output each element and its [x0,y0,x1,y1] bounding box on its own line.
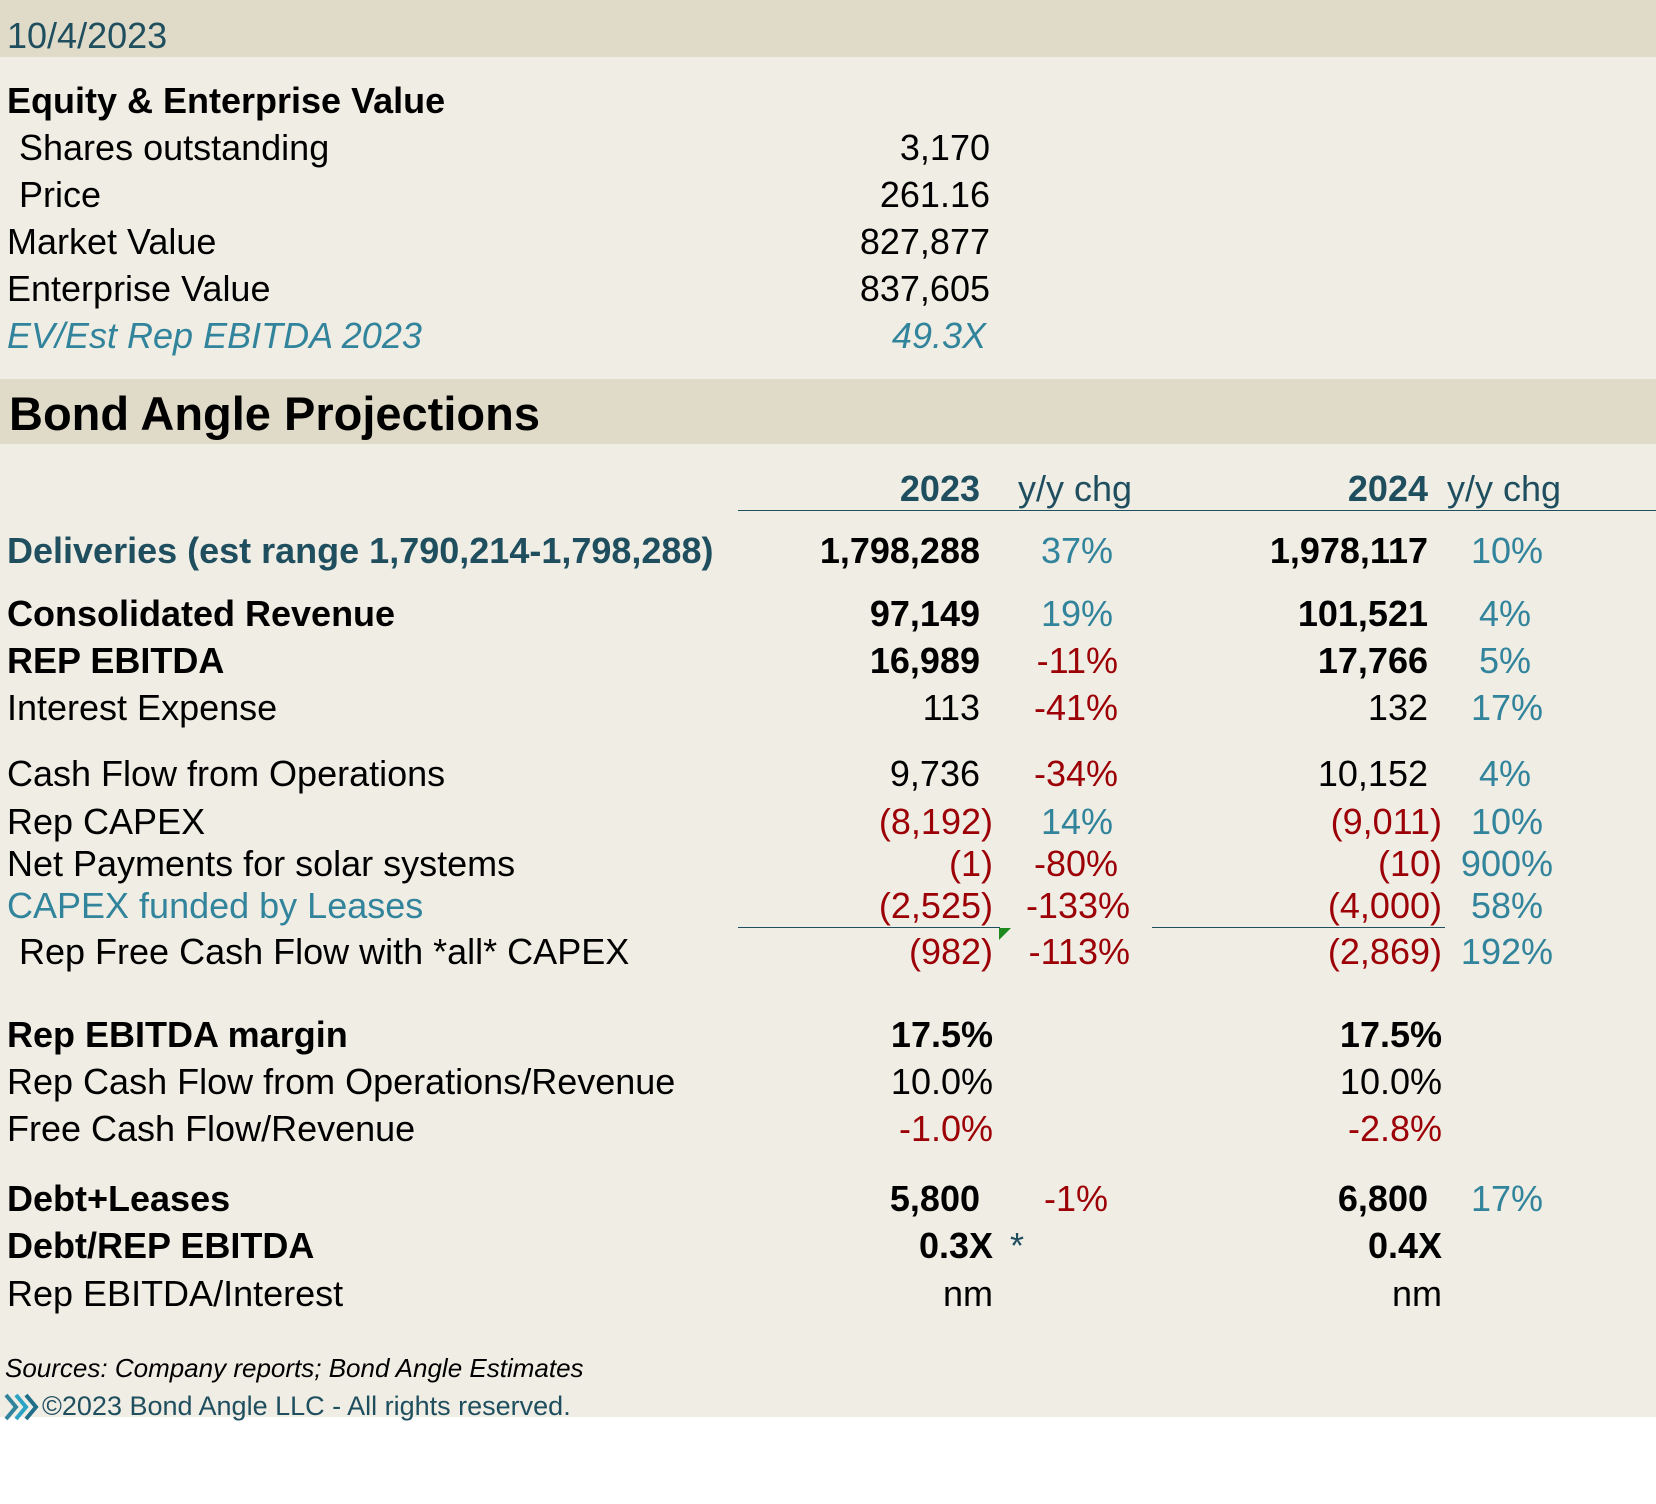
debt-chg-2023: -1% [1043,1178,1108,1219]
leases-2023: (2,525) [878,885,993,926]
cfo-2023: 9,736 [889,753,980,794]
yy-chg-2024-header: y/y chg [1447,468,1562,509]
equity-heading: Equity & Enterprise Value [7,80,446,121]
margin-2024: 17.5% [1339,1014,1442,1055]
interest-2024: 132 [1367,687,1428,728]
ebitda-interest-2024: nm [1391,1273,1442,1314]
fcf-chg-2023: -113% [1028,931,1130,972]
ebitda-chg-2023: -11% [1036,640,1118,681]
cfo-2024: 10,152 [1317,753,1428,794]
ebitda-2023: 16,989 [869,640,980,681]
ev-ebitda-label: EV/Est Rep EBITDA 2023 [7,315,422,356]
enterprise-value-value: 837,605 [859,268,990,309]
fcf-rev-2023: -1.0% [898,1108,993,1149]
cfo-label: Cash Flow from Operations [7,753,446,794]
header-underline [738,510,1656,511]
ebitda-interest-2023: nm [942,1273,993,1314]
ebitda-interest-label: Rep EBITDA/Interest [7,1273,344,1314]
leases-label: CAPEX funded by Leases [7,885,424,926]
cfo-chg-2023: -34% [1033,753,1118,794]
revenue-2023: 97,149 [869,593,980,634]
margin-label: Rep EBITDA margin [7,1014,348,1055]
fcf-chg-2024: 192% [1460,931,1553,972]
projections-band [0,379,1656,444]
cfo-rev-label: Rep Cash Flow from Operations/Revenue [7,1061,676,1102]
shares-value: 3,170 [899,127,990,168]
capex-chg-2024: 10% [1470,801,1543,842]
leases-chg-2023: -133% [1025,885,1130,926]
interest-2023: 113 [922,687,980,728]
copyright-text: ©2023 Bond Angle LLC - All rights reserv… [42,1391,571,1421]
solar-label: Net Payments for solar systems [7,843,516,884]
col-2023-header: 2023 [899,468,980,509]
capex-2023: (8,192) [878,801,993,842]
ebitda-label: REP EBITDA [7,640,225,681]
revenue-label: Consolidated Revenue [7,593,396,634]
debt-ebitda-label: Debt/REP EBITDA [7,1225,315,1266]
fcf-rev-label: Free Cash Flow/Revenue [7,1108,416,1149]
enterprise-value-label: Enterprise Value [7,268,271,309]
revenue-chg-2023: 19% [1040,593,1113,634]
projections-heading: Bond Angle Projections [9,387,540,440]
revenue-2024: 101,521 [1297,593,1428,634]
solar-chg-2023: -80% [1033,843,1118,884]
bond-angle-logo-icon [4,1393,39,1421]
interest-label: Interest Expense [7,687,278,728]
spreadsheet-area [0,0,1656,1417]
solar-2023: (1) [949,843,993,884]
capex-label: Rep CAPEX [7,801,206,842]
cell-comment-marker-icon [999,928,1011,940]
subtotal-rule-2024 [1152,927,1445,928]
fcf-2024: (2,869) [1327,931,1442,972]
cfo-rev-2024: 10.0% [1339,1061,1442,1102]
capex-chg-2023: 14% [1040,801,1113,842]
deliveries-label: Deliveries (est range 1,790,214-1,798,28… [7,530,714,571]
price-value: 261.16 [879,174,990,215]
interest-chg-2024: 17% [1470,687,1543,728]
solar-2024: (10) [1377,843,1442,884]
debt-ebitda-2023: 0.3X [918,1225,993,1266]
debt-ebitda-2024: 0.4X [1367,1225,1442,1266]
fcf-label: Rep Free Cash Flow with *all* CAPEX [19,931,630,972]
deliveries-chg-2023: 37% [1040,530,1113,571]
cfo-chg-2024: 4% [1478,753,1531,794]
sources-note: Sources: Company reports; Bond Angle Est… [5,1353,584,1383]
price-label: Price [19,174,102,215]
market-value-label: Market Value [7,221,217,262]
cfo-rev-2023: 10.0% [890,1061,993,1102]
leases-chg-2024: 58% [1470,885,1543,926]
leases-2024: (4,000) [1327,885,1442,926]
margin-2023: 17.5% [890,1014,993,1055]
revenue-chg-2024: 4% [1478,593,1531,634]
ebitda-chg-2024: 5% [1478,640,1531,681]
date-band [0,0,1656,57]
fcf-2023: (982) [908,931,993,972]
yy-chg-2023-header: y/y chg [1018,468,1133,509]
ev-ebitda-value: 49.3X [891,315,986,356]
debt-chg-2024: 17% [1470,1178,1543,1219]
debt-2024: 6,800 [1337,1178,1428,1219]
subtotal-rule-2023 [738,927,1000,928]
debt-ebitda-note: * [1010,1225,1025,1266]
shares-label: Shares outstanding [19,127,330,168]
interest-chg-2023: -41% [1033,687,1118,728]
deliveries-2023: 1,798,288 [819,530,980,571]
debt-2023: 5,800 [889,1178,980,1219]
ebitda-2024: 17,766 [1317,640,1428,681]
debt-label: Debt+Leases [7,1178,231,1219]
col-2024-header: 2024 [1347,468,1428,509]
fcf-rev-2024: -2.8% [1347,1108,1442,1149]
capex-2024: (9,011) [1330,801,1442,842]
deliveries-2024: 1,978,117 [1269,530,1428,571]
deliveries-chg-2024: 10% [1470,530,1543,571]
solar-chg-2024: 900% [1460,843,1553,884]
report-date: 10/4/2023 [7,15,168,56]
market-value-value: 827,877 [859,221,990,262]
